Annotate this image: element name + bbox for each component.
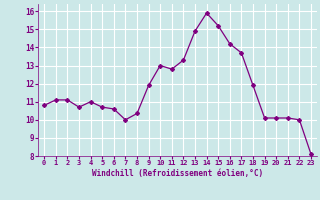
X-axis label: Windchill (Refroidissement éolien,°C): Windchill (Refroidissement éolien,°C) <box>92 169 263 178</box>
